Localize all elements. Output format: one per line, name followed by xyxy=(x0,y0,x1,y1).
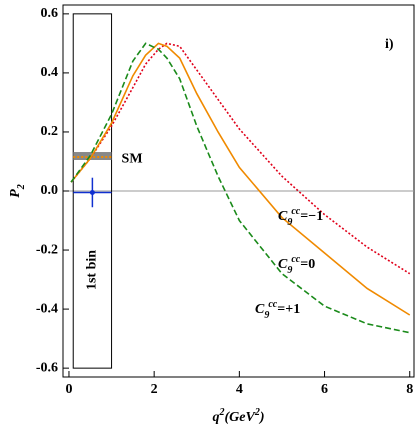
x-tick-label: 8 xyxy=(406,382,413,397)
panel-label: i) xyxy=(385,37,394,52)
label-sup: cc xyxy=(291,206,300,217)
series-line xyxy=(70,42,410,334)
y-tick-label: -0.4 xyxy=(36,301,58,316)
series-line xyxy=(70,42,411,316)
y-axis-label: P2 xyxy=(8,184,27,198)
label-sup: cc xyxy=(291,254,300,265)
x-axis-label-part: (GeV xyxy=(225,410,257,425)
x-tick-label: 0 xyxy=(65,382,72,397)
label-base: C xyxy=(278,209,288,224)
x-axis-label: q2(GeV2) xyxy=(213,407,265,425)
bin-label: 1st bin xyxy=(85,250,100,290)
label-text: =−1 xyxy=(300,209,323,224)
y-axis-label-part: 2 xyxy=(16,184,27,190)
label-sub: 9 xyxy=(287,265,292,276)
label-text: =+1 xyxy=(277,302,300,317)
label-sub: 9 xyxy=(264,310,269,321)
y-tick-label: 0.6 xyxy=(41,6,59,21)
y-tick-label: -0.2 xyxy=(36,242,58,257)
y-axis-label-part: P xyxy=(8,189,23,198)
sm-label: SM xyxy=(122,151,143,166)
y-tick-label: 0.4 xyxy=(41,65,59,80)
x-axis-label-part: 2 xyxy=(219,407,225,418)
x-axis-label-part: q xyxy=(213,410,220,425)
x-axis-label-part: ) xyxy=(258,410,265,425)
bin-box xyxy=(72,13,113,369)
x-tick-label: 4 xyxy=(236,382,243,397)
x-tick-label: 2 xyxy=(151,382,158,397)
y-tick-label: -0.6 xyxy=(36,360,58,375)
measurement-point xyxy=(89,189,95,195)
label-base: C xyxy=(255,302,265,317)
series-label: C9cc=−1 xyxy=(278,206,323,228)
label-text: =0 xyxy=(300,257,315,272)
label-sub: 9 xyxy=(287,217,292,228)
y-tick-label: 0.2 xyxy=(41,124,59,139)
x-axis-label-part: 2 xyxy=(254,407,260,418)
x-tick-label: 6 xyxy=(321,382,328,397)
y-tick-label: 0.0 xyxy=(41,183,59,198)
series-label: C9cc=+1 xyxy=(255,299,300,321)
series-label: C9cc=0 xyxy=(278,254,315,276)
label-base: C xyxy=(278,257,288,272)
label-sup: cc xyxy=(268,299,277,310)
